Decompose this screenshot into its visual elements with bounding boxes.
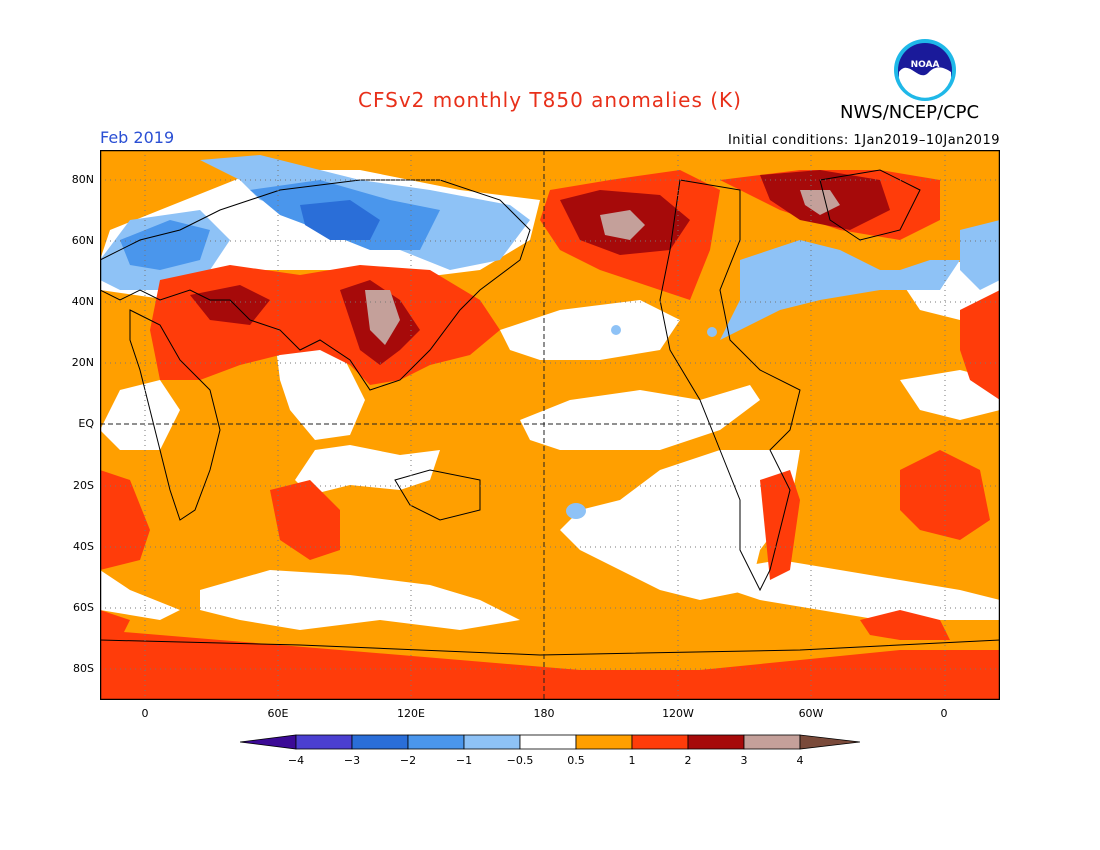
colorbar-tick-label: −4 (288, 754, 304, 767)
lon-label: 120W (662, 707, 694, 720)
graticule (100, 150, 1000, 700)
colorbar-swatch (407, 734, 465, 750)
lat-label: 60S (73, 601, 94, 614)
colorbar-tick-label: 2 (685, 754, 692, 767)
map-panel (99, 149, 1001, 701)
colorbar-swatch (463, 734, 521, 750)
colorbar-tick-label: −3 (344, 754, 360, 767)
lat-label: 40N (71, 295, 94, 308)
colorbar-swatch (799, 734, 860, 750)
colorbar-swatch (687, 734, 745, 750)
lon-label: 0 (141, 707, 149, 720)
anomaly-map (99, 149, 1001, 701)
colorbar-tick-label: 0.5 (567, 754, 585, 767)
lon-label: 60W (798, 707, 824, 720)
equator-dateline (100, 150, 1000, 700)
agency-label: NWS/NCEP/CPC (840, 102, 980, 123)
lat-label: 60N (71, 234, 94, 247)
colorbar-tick-label: 3 (741, 754, 748, 767)
colorbar-swatch (575, 734, 633, 750)
colorbar-tick-label: −2 (400, 754, 416, 767)
colorbar-tick-label: −0.5 (507, 754, 534, 767)
map-border (99, 149, 1001, 701)
coastlines (100, 169, 1000, 656)
warm-anomaly-regions (100, 170, 1000, 700)
lon-label: 180 (533, 707, 555, 720)
colorbar-tick-label: 4 (797, 754, 804, 767)
colorbar-swatch (295, 734, 353, 750)
logo-text: NOAA (911, 60, 940, 70)
lon-label: 60E (267, 707, 289, 720)
lat-label: 40S (73, 540, 94, 553)
colorbar-swatch (631, 734, 689, 750)
colorbar-tick-label: −1 (456, 754, 472, 767)
period-label: Feb 2019 (100, 128, 175, 147)
lon-label: 0 (940, 707, 948, 720)
colorbar-tick-label: 1 (629, 754, 636, 767)
noaa-logo: NOAA (894, 39, 956, 101)
initial-conditions-label: Initial conditions: 1Jan2019–10Jan2019 (727, 133, 1000, 148)
map-title: CFSv2 monthly T850 anomalies (K) (358, 88, 742, 112)
lon-label: 120E (397, 707, 425, 720)
lat-label: 20S (73, 479, 94, 492)
lat-label: 20N (71, 356, 94, 369)
colorbar: −4 −3 −2 −1 −0.5 0.5 1 2 3 4 (240, 734, 860, 767)
lat-label: EQ (78, 417, 94, 430)
colorbar-swatch (240, 734, 297, 750)
colorbar-swatch (743, 734, 801, 750)
colorbar-swatch (519, 734, 577, 750)
cold-anomaly-regions (100, 155, 1000, 519)
lat-label: 80S (73, 662, 94, 675)
lat-label: 80N (71, 173, 94, 186)
colorbar-swatch (351, 734, 409, 750)
